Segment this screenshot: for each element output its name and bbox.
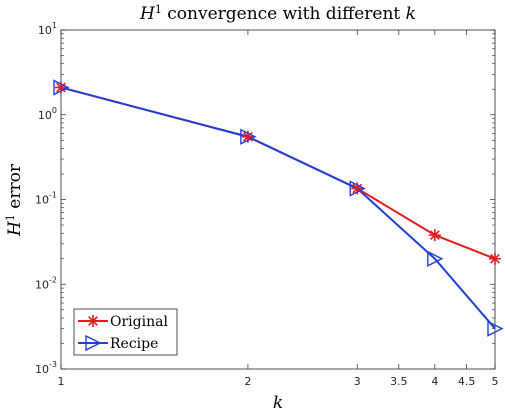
- x-tick-label: 4.5: [458, 375, 476, 388]
- data-point-original-glyph: [55, 81, 67, 94]
- x-tick-label: 4: [431, 375, 438, 388]
- axes-box: [60, 29, 496, 370]
- legend-glyph-original: [87, 315, 99, 327]
- legend-glyph-original-glyph: [87, 315, 99, 327]
- legend-marker-recipe: [85, 334, 102, 352]
- y-tick-label: 10-3: [35, 360, 57, 376]
- x-axis-label: k: [273, 393, 283, 411]
- data-point-original-glyph: [241, 130, 254, 143]
- y-axis-label: H1 error: [4, 163, 26, 237]
- y-tick-label: 100: [38, 106, 57, 122]
- legend: Original Recipe: [73, 308, 178, 356]
- legend-marker-original: [87, 315, 99, 327]
- data-point-original: [241, 130, 254, 143]
- x-tick-label: 5: [492, 375, 499, 388]
- legend-label-original: Original: [110, 314, 168, 330]
- data-point-original: [351, 182, 364, 195]
- data-point-recipe: [53, 79, 70, 96]
- data-point-original: [428, 229, 441, 242]
- data-point-recipe: [487, 320, 504, 337]
- data-point-original-glyph: [428, 229, 441, 242]
- y-tick-label: 10-1: [35, 191, 57, 207]
- x-tick-label: 1: [58, 375, 65, 388]
- chart-title: H1 convergence with different k: [139, 3, 416, 25]
- y-tick-label: 10-2: [35, 275, 57, 291]
- legend-glyph-recipe: [85, 334, 102, 352]
- legend-label-recipe: Recipe: [110, 336, 158, 352]
- x-tick-label: 3.5: [390, 375, 408, 388]
- y-tick-label: 101: [38, 21, 57, 37]
- x-tick-label: 2: [244, 375, 251, 388]
- data-point-original-glyph: [489, 252, 501, 265]
- data-point-original: [489, 252, 501, 265]
- data-point-original: [55, 81, 67, 94]
- data-point-recipe: [240, 128, 257, 145]
- x-tick-label: 3: [354, 375, 361, 388]
- data-point-recipe: [349, 180, 366, 197]
- data-point-original-glyph: [351, 182, 364, 195]
- data-point-recipe: [427, 250, 444, 267]
